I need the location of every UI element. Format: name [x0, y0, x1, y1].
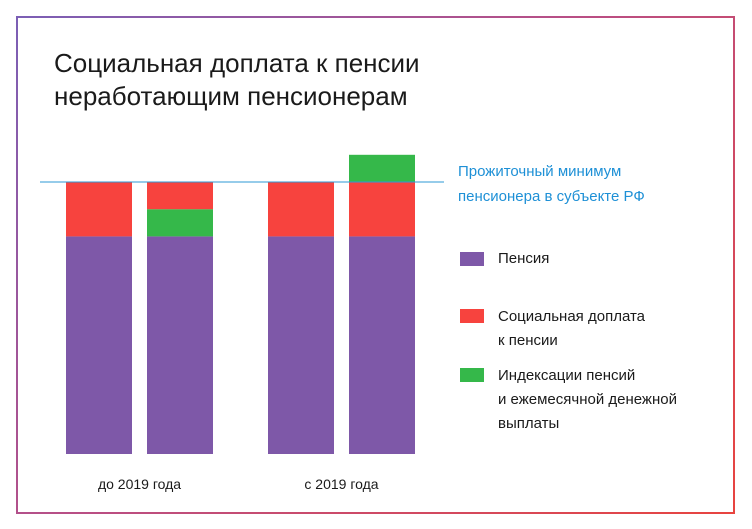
- legend-swatch-pension: [460, 252, 484, 266]
- legend-swatch-indexation: [460, 368, 484, 382]
- bar-2-segment-indexation: [147, 209, 213, 237]
- legend-label: и ежемесячной денежной: [498, 391, 677, 408]
- legend-text-social: Социальная доплата к пенсии: [498, 305, 730, 353]
- bar-3-segment-social: [268, 182, 334, 237]
- bar-1-segment-pension: [66, 236, 132, 454]
- bar-2-segment-social: [147, 182, 213, 210]
- legend-label: Индексации пенсий: [498, 367, 636, 384]
- category-label-2: с 2019 года: [304, 476, 378, 492]
- chart-title-line-2: неработающим пенсионерам: [54, 81, 408, 111]
- reference-line-label-line-2: пенсионера в субъекте РФ: [458, 188, 645, 205]
- category-label-1: до 2019 года: [98, 476, 181, 492]
- legend-label: к пенсии: [498, 332, 558, 349]
- chart-title-line-1: Социальная доплата к пенсии: [54, 48, 420, 78]
- legend-text-pension: Пенсия: [498, 247, 730, 271]
- reference-line-label: Прожиточный минимум пенсионера в субъект…: [458, 159, 698, 209]
- legend-label: выплаты: [498, 415, 560, 432]
- bar-4-segment-indexation: [349, 154, 415, 182]
- bar-1-segment-social: [66, 182, 132, 237]
- legend-swatch-social: [460, 309, 484, 323]
- legend-text-indexation: Индексации пенсий и ежемесячной денежной…: [498, 364, 730, 436]
- bar-4-segment-pension: [349, 236, 415, 454]
- bar-3-segment-pension: [268, 236, 334, 454]
- legend-label: Пенсия: [498, 250, 550, 267]
- bar-2-segment-pension: [147, 236, 213, 454]
- chart-title: Социальная доплата к пенсии неработающим…: [54, 47, 474, 113]
- bar-4-segment-social: [349, 182, 415, 237]
- legend-label: Социальная доплата: [498, 308, 645, 325]
- reference-line-label-line-1: Прожиточный минимум: [458, 163, 622, 180]
